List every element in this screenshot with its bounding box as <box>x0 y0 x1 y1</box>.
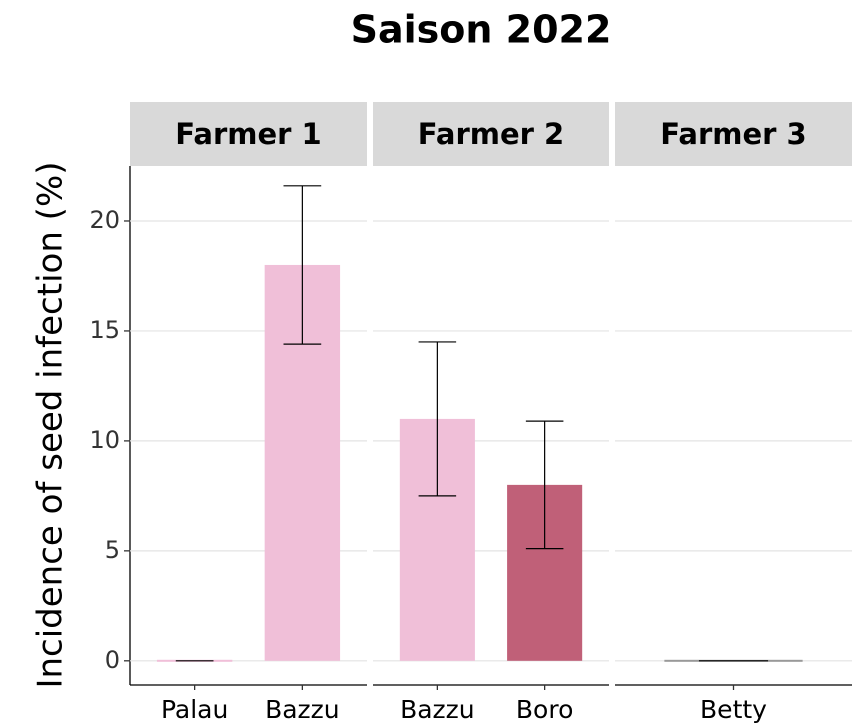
strip <box>373 102 609 166</box>
strip <box>615 102 852 166</box>
y-tick-label: 10 <box>89 426 120 454</box>
x-tick-label: Bazzu <box>400 695 475 724</box>
x-tick-label: Betty <box>700 695 767 724</box>
x-tick-label: Palau <box>161 695 228 724</box>
x-tick-label: Boro <box>516 695 573 724</box>
y-tick-label: 5 <box>105 536 120 564</box>
error-bar <box>525 420 564 550</box>
strip-label: Farmer 3 <box>660 117 806 151</box>
strip-label: Farmer 2 <box>418 117 564 151</box>
y-axis-label: Incidence of seed infection (%) <box>31 161 71 688</box>
y-tick-label: 15 <box>89 316 120 344</box>
y-tick-label: 0 <box>105 646 120 674</box>
strip <box>130 102 367 166</box>
strip-label: Farmer 1 <box>175 117 321 151</box>
chart-title: Saison 2022 <box>351 8 612 52</box>
error-bar <box>418 341 457 497</box>
error-bar <box>283 185 322 345</box>
y-tick-label: 20 <box>89 206 120 234</box>
x-tick-label: Bazzu <box>265 695 340 724</box>
